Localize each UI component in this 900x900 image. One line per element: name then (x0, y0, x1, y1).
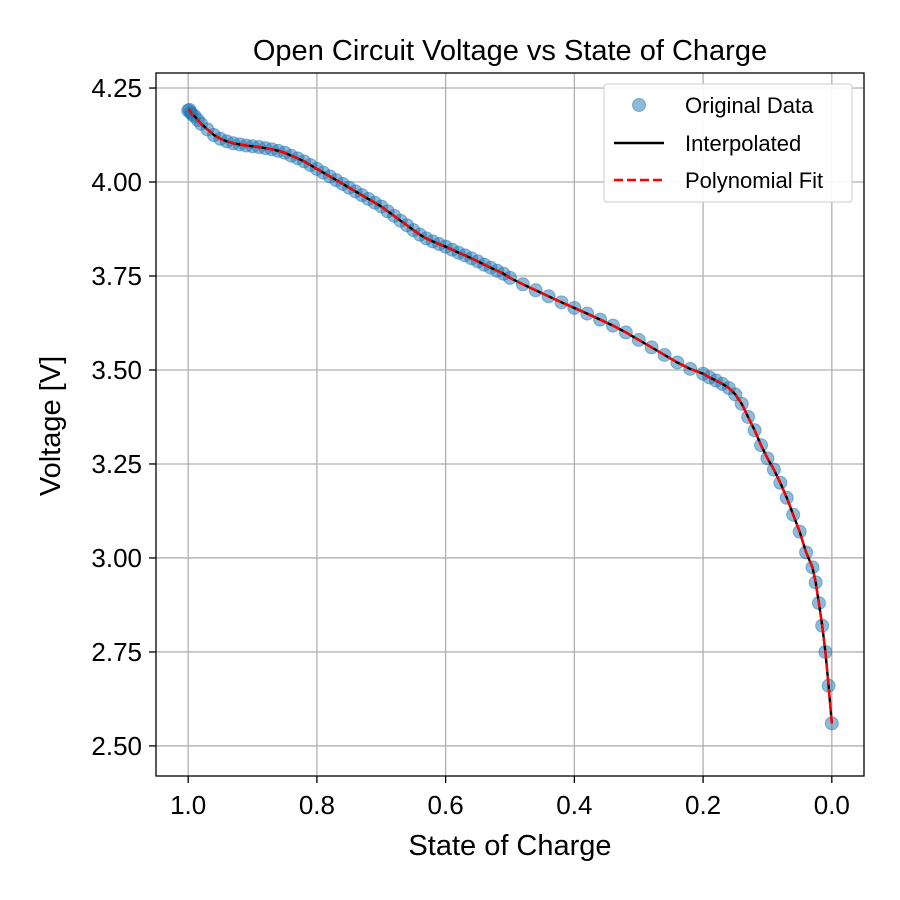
y-tick-label: 3.75 (91, 261, 142, 291)
x-tick-label: 0.2 (685, 790, 721, 820)
x-tick-label: 0.6 (428, 790, 464, 820)
legend-label-interpolated: Interpolated (685, 131, 801, 156)
series-layer (181, 102, 839, 731)
x-axis-title: State of Charge (408, 830, 611, 862)
x-tick-label: 0.8 (299, 790, 335, 820)
y-tick-label: 3.50 (91, 355, 142, 385)
y-tick-label: 3.00 (91, 543, 142, 573)
y-tick-label: 3.25 (91, 449, 142, 479)
x-tick-label: 0.0 (814, 790, 850, 820)
y-tick-label: 2.75 (91, 637, 142, 667)
x-axis: 1.0 0.8 0.6 0.4 0.2 0.0 (170, 776, 850, 820)
chart-title: Open Circuit Voltage vs State of Charge (253, 35, 767, 67)
x-tick-label: 0.4 (556, 790, 592, 820)
x-tick-label: 1.0 (170, 790, 206, 820)
plot-frame (155, 72, 865, 777)
legend-label-original-data: Original Data (685, 93, 814, 118)
y-axis-title: Voltage [V] (35, 356, 67, 496)
legend: Original Data Interpolated Polynomial Fi… (603, 83, 853, 203)
legend-box (603, 83, 853, 203)
y-tick-label: 2.50 (91, 731, 142, 761)
legend-marker-original-data (632, 98, 646, 112)
y-tick-label: 4.00 (91, 167, 142, 197)
y-axis: 2.50 2.75 3.00 3.25 3.50 3.75 4.00 4.25 (91, 73, 156, 761)
series-polynomial-fit-line (187, 108, 833, 724)
y-tick-label: 4.25 (91, 73, 142, 103)
legend-label-polynomial-fit: Polynomial Fit (685, 168, 823, 193)
